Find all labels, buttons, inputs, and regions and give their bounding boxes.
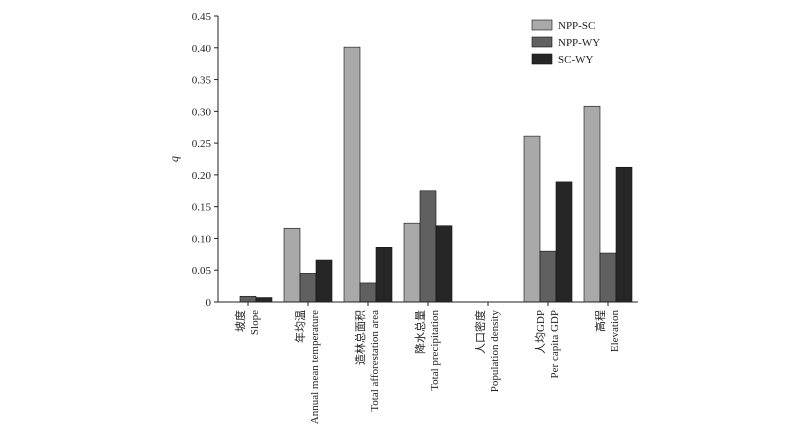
y-tick-label: 0.45 bbox=[192, 11, 212, 23]
x-category-label-en: Total afforestation area bbox=[369, 310, 381, 412]
bar-npp-wy-4 bbox=[419, 190, 437, 303]
y-tick-label: 0.35 bbox=[192, 75, 212, 87]
x-category-label-zh: 年均温 bbox=[293, 310, 307, 343]
x-category-label-zh: 人均GDP bbox=[534, 310, 547, 354]
x-category-label-en: Elevation bbox=[609, 310, 621, 353]
y-tick-label: 0.25 bbox=[192, 138, 212, 150]
x-category-label-zh: 坡度 bbox=[233, 310, 247, 332]
x-category-label-en: Annual mean temperature bbox=[309, 310, 321, 424]
bar-npp-sc-2 bbox=[283, 227, 301, 303]
y-ticks-group: 0 0.05 0.10 0.15 0.20 0.25 0.30 0.35 0.40 0.45 bbox=[192, 11, 218, 309]
x-category-label-zh: 人口密度 bbox=[473, 310, 487, 354]
y-tick-label: 0.05 bbox=[192, 265, 212, 277]
legend: NPP-SC NPP-WY SC-WY bbox=[531, 19, 600, 66]
bar-npp-wy-7 bbox=[599, 252, 617, 303]
x-category-label-zh: 降水总量 bbox=[413, 310, 427, 354]
x-category-label-zh: 高程 bbox=[593, 310, 607, 332]
legend-swatch-npp-wy bbox=[531, 36, 553, 48]
legend-label: NPP-SC bbox=[558, 20, 595, 32]
bar-npp-sc-4 bbox=[403, 222, 421, 303]
y-tick-label: 0.15 bbox=[192, 202, 212, 214]
y-tick-label: 0.10 bbox=[192, 233, 212, 245]
bar-sc-wy-2 bbox=[315, 259, 333, 303]
bar-sc-wy-7 bbox=[615, 166, 633, 303]
bar-npp-sc-3 bbox=[343, 46, 361, 303]
bar-npp-wy-2 bbox=[299, 273, 317, 303]
bar-npp-wy-1 bbox=[239, 295, 257, 303]
x-category-label-en: Population density bbox=[489, 310, 501, 393]
y-tick-label: 0.30 bbox=[192, 106, 212, 118]
bars-group bbox=[239, 46, 633, 303]
x-category-label-en: Total precipitation bbox=[429, 310, 441, 391]
bar-npp-sc-6 bbox=[523, 135, 541, 303]
y-tick-label: 0.40 bbox=[192, 43, 212, 55]
y-axis-label: q bbox=[167, 156, 181, 162]
bar-sc-wy-6 bbox=[555, 181, 573, 303]
bar-sc-wy-4 bbox=[435, 225, 453, 303]
y-tick-label: 0.20 bbox=[192, 170, 212, 182]
x-category-label-zh: 造林总面积 bbox=[353, 310, 367, 365]
bar-sc-wy-3 bbox=[375, 247, 393, 303]
legend-label: NPP-WY bbox=[558, 37, 600, 49]
bar-sc-wy-1 bbox=[255, 297, 273, 303]
x-category-label-en: Per capita GDP bbox=[549, 310, 561, 378]
legend-swatch-sc-wy bbox=[531, 53, 553, 65]
y-tick-label: 0 bbox=[206, 297, 212, 309]
x-categories-group: 坡度 Slope 年均温 Annual mean temperature 造林总面积 To… bbox=[233, 310, 621, 425]
bar-npp-wy-6 bbox=[539, 250, 557, 303]
legend-label: SC-WY bbox=[558, 54, 594, 66]
legend-swatch-npp-sc bbox=[531, 19, 553, 31]
x-category-label-en: Slope bbox=[249, 310, 261, 335]
bar-npp-sc-7 bbox=[583, 105, 601, 303]
bar-npp-wy-3 bbox=[359, 282, 377, 303]
axes-group bbox=[217, 16, 638, 306]
